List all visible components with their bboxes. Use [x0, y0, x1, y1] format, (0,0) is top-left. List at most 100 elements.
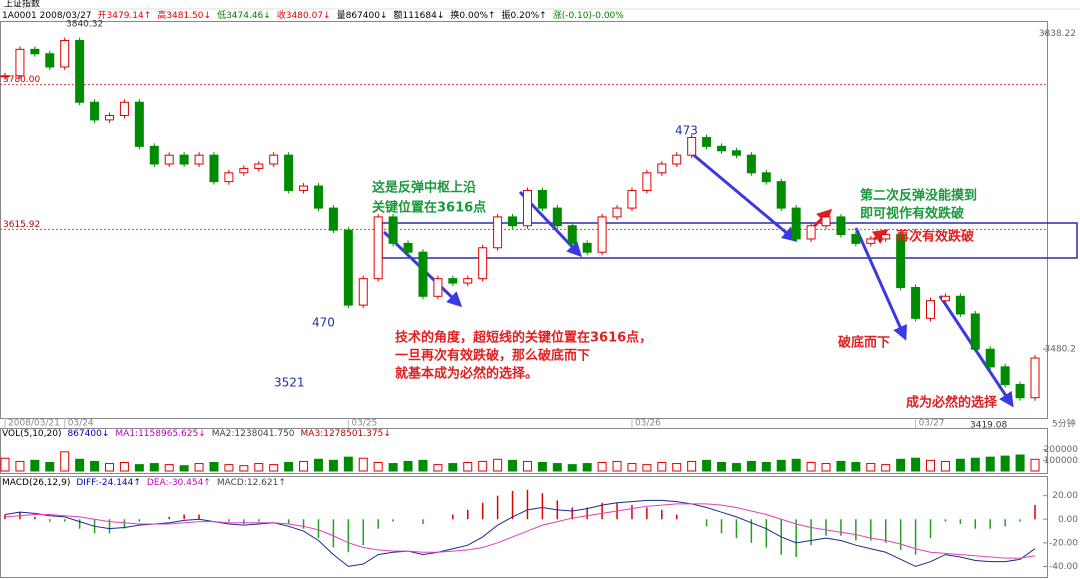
candle [1015, 383, 1025, 399]
candle [194, 154, 204, 165]
volume-bar [149, 463, 159, 472]
annotation: 3521 [274, 376, 305, 390]
annotation: 一旦再次有效跌破，那么破底而下 [395, 348, 590, 364]
volume-bar [328, 459, 338, 472]
candle [672, 154, 682, 165]
candle [896, 234, 906, 288]
volume-bar [970, 457, 980, 472]
volume-bar [15, 460, 25, 472]
volume-bar [597, 461, 607, 472]
candle [433, 278, 443, 297]
y-tick-label: 3780.00 [3, 75, 40, 85]
candle [418, 251, 428, 297]
candle [791, 207, 801, 240]
candle [254, 163, 264, 169]
annotation: 3840.32 [66, 20, 103, 30]
volume-bar [418, 459, 428, 472]
header-item: 额111684↓ [394, 9, 445, 21]
arrow [938, 295, 1014, 408]
candle [612, 207, 622, 218]
x-tick-label: 2008/03/21 [8, 419, 60, 429]
volume-bar [0, 457, 10, 472]
y-tick-label: 100000 [1044, 456, 1079, 466]
macd-line [4, 503, 1036, 559]
candle [881, 234, 891, 240]
candle [269, 154, 279, 165]
candle [463, 278, 473, 284]
volume-bar [612, 460, 622, 472]
candle [821, 216, 831, 227]
candle [119, 101, 129, 116]
volume-bar [911, 457, 921, 472]
candle [493, 216, 503, 249]
volume-header: VOL(5,10,20) 867400↓ MA1:1158965.625↓ MA2:1… [2, 429, 391, 439]
candle [955, 295, 965, 315]
candle [209, 154, 219, 183]
volume-bar [896, 458, 906, 472]
header-item: MA1:1158965.625↓ [115, 429, 205, 439]
volume-bar [224, 464, 234, 472]
candle [926, 300, 936, 319]
candle [284, 154, 294, 191]
volume-bar [702, 459, 712, 472]
candle [403, 242, 413, 253]
candle [717, 145, 727, 152]
header-item: 开3479.14↑ [98, 10, 152, 21]
volume-bar [761, 461, 771, 472]
candle [90, 101, 100, 121]
annotation: 473 [675, 124, 698, 138]
annotation: 关键位置在3616点 [372, 200, 486, 216]
candle [179, 154, 189, 165]
candle [373, 216, 383, 280]
header-item: 收3480.07↓ [277, 9, 331, 21]
volume-bar [269, 464, 279, 472]
header-item: MACD(26,12,9) [2, 478, 70, 488]
candle [299, 185, 309, 191]
header-item: 量867400↓ [337, 10, 388, 21]
volume-bar [284, 461, 294, 472]
header-item: 换0.00%↑ [450, 9, 495, 21]
period-label: 5分钟 [1052, 418, 1076, 430]
candle [806, 225, 816, 240]
volume-bar [254, 463, 264, 472]
y-tick-label: -20.00 [1049, 538, 1078, 548]
candle [567, 225, 577, 244]
candle [15, 48, 25, 77]
candle [851, 234, 861, 244]
volume-bar [522, 460, 532, 472]
candle [1030, 357, 1040, 399]
candle [1000, 366, 1010, 385]
candle [0, 75, 10, 78]
volume-bar [731, 463, 741, 472]
info-line: 1A0001 2008/03/27 开3479.14↑ 高3481.50↓ 低3474… [2, 9, 624, 21]
volume-bar [75, 458, 85, 472]
candle [358, 278, 368, 306]
annotation: 即可视作有效跌破 [860, 206, 964, 222]
volume-bar [537, 461, 547, 472]
annotation: 技术的角度，超短线的关键位置在3616点， [395, 330, 652, 346]
candle [328, 207, 338, 231]
volume-bar [940, 460, 950, 472]
annotation: 成为必然的选择 [906, 395, 998, 411]
candle [508, 216, 518, 227]
annotation: 470 [312, 316, 335, 330]
macd-panel [0, 476, 1048, 578]
header-item: 867400↓ [67, 429, 109, 439]
annotation: 第二次反弹没能摸到 [860, 188, 977, 204]
candle [627, 189, 637, 209]
y-tick-label: 3480.2 [1045, 345, 1077, 355]
volume-bar [134, 464, 144, 472]
volume-bar [672, 463, 682, 472]
volume-bar [60, 451, 70, 472]
candle [313, 185, 323, 209]
volume-bar [687, 460, 697, 472]
header-item: 涨(-0.10)-0.00% [553, 10, 625, 21]
volume-bar [194, 463, 204, 472]
volume-bar [881, 464, 891, 472]
volume-bar [791, 458, 801, 472]
volume-bar [627, 463, 637, 472]
candle [582, 242, 592, 253]
macd-header: MACD(26,12,9) DIFF:-24.144↑ DEA:-30.454↑ MA… [2, 478, 286, 488]
candle [642, 172, 652, 191]
candle [60, 40, 70, 68]
